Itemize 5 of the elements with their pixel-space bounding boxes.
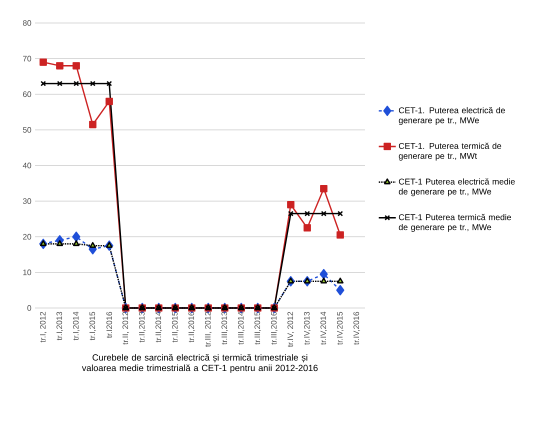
legend-label: CET-1. Puterea termică de generare pe tr., MWt: [398, 142, 502, 161]
legend-label: CET-1 Puterea termică medie de generare pe tr., MWe: [398, 214, 512, 232]
x-axis-title: Curebele de sarcină electrică și termică trimestriale și valoarea medie trimestrială a CET-1 pentru anii 2012-2016: [82, 354, 318, 373]
legend-label: CET-1. Puterea electrică de generare pe tr., MWe: [398, 106, 505, 125]
legend-label: CET-1 Puterea electrică medie de generare pe tr., MWe: [398, 178, 515, 196]
